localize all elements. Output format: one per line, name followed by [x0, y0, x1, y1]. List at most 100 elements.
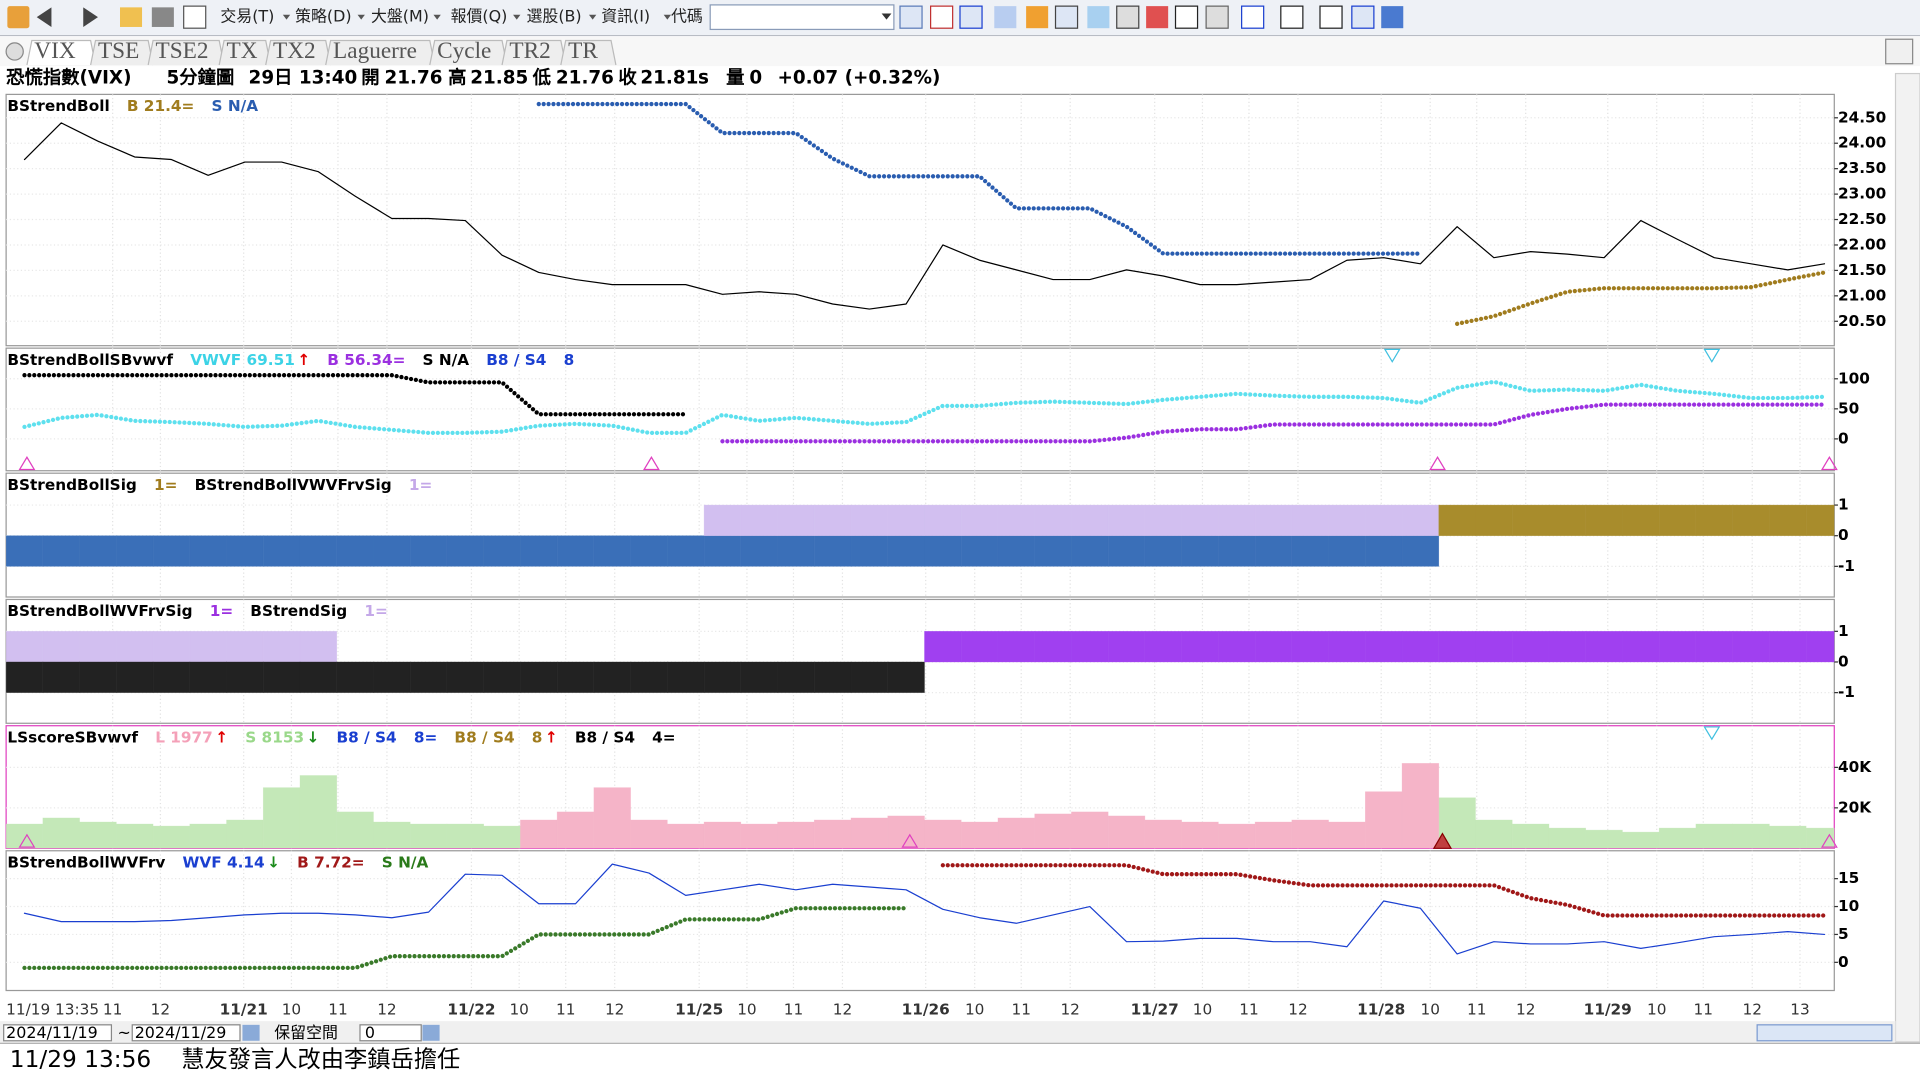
bar — [152, 535, 191, 567]
bar — [1181, 535, 1219, 567]
legend-item: S N/A — [382, 854, 429, 872]
tab[interactable]: TX — [227, 38, 258, 64]
bar — [740, 823, 778, 849]
tab[interactable]: Cycle — [437, 38, 491, 64]
legend-item: L 1977 — [155, 728, 213, 746]
bar — [1181, 631, 1219, 663]
bar — [960, 631, 999, 663]
legend-item: S N/A — [211, 97, 258, 115]
bar — [373, 661, 411, 693]
menu-item[interactable]: 選股(B) — [527, 7, 582, 26]
right-scrollbar[interactable] — [1894, 72, 1920, 1043]
icon-back[interactable] — [36, 7, 52, 27]
y-tick-label: 24.50 — [1838, 108, 1886, 126]
bar — [1658, 631, 1697, 663]
bar — [1622, 504, 1660, 537]
go-button[interactable] — [242, 1024, 260, 1041]
legend-item: B 7.72= — [297, 854, 365, 872]
tab-menu-button[interactable] — [5, 42, 24, 61]
chart-controls[interactable] — [1756, 1024, 1893, 1042]
icon-print[interactable] — [151, 7, 174, 27]
bar — [630, 535, 668, 567]
tab[interactable]: VIX — [34, 38, 76, 64]
icon-tool[interactable] — [899, 5, 923, 29]
bar — [336, 811, 374, 849]
line — [23, 863, 1826, 955]
y-tick-label: 50 — [1838, 399, 1859, 417]
icon-tool[interactable] — [1087, 6, 1110, 29]
bar — [1695, 631, 1733, 663]
y-tick-label: 1 — [1838, 496, 1849, 514]
icon-tool[interactable] — [1381, 6, 1404, 29]
menu-item[interactable]: 交易(T) — [220, 7, 274, 26]
icon-expand[interactable] — [183, 5, 207, 29]
quote-close-flag: s — [698, 67, 709, 88]
bar — [1365, 504, 1403, 537]
tab[interactable]: TR — [568, 38, 598, 64]
bar — [79, 821, 117, 849]
menu-arrow — [513, 14, 521, 20]
bar — [1144, 631, 1182, 663]
x-tick-label: 11 — [784, 1001, 803, 1019]
x-tick-label: 13 — [1790, 1001, 1809, 1019]
tab[interactable]: TSE — [98, 38, 139, 64]
icon-home[interactable] — [7, 6, 30, 29]
bar — [1622, 831, 1660, 849]
bar — [1291, 631, 1329, 663]
icon-tool[interactable] — [1174, 5, 1199, 29]
icon-open[interactable] — [120, 7, 143, 27]
bar — [446, 661, 484, 693]
line — [23, 122, 1826, 310]
bar — [887, 661, 925, 693]
date-to-box[interactable] — [131, 1024, 241, 1042]
icon-tool[interactable] — [1146, 6, 1169, 29]
bar — [1071, 535, 1109, 567]
icon-tool[interactable] — [1351, 5, 1375, 29]
bar — [189, 631, 227, 663]
icon-tool[interactable] — [1319, 5, 1343, 29]
bar — [1695, 504, 1733, 537]
tab[interactable]: Laguerre — [333, 38, 417, 64]
symbol-input[interactable] — [709, 4, 895, 31]
icon-tool[interactable] — [930, 5, 954, 29]
bar — [997, 535, 1035, 567]
bar — [299, 661, 338, 693]
legend-item: 1= — [409, 476, 432, 494]
bar — [1034, 813, 1072, 849]
icon-tool[interactable] — [959, 5, 983, 29]
go-button[interactable] — [422, 1024, 440, 1041]
icon-tool[interactable] — [1054, 5, 1079, 29]
zoom-button[interactable] — [1885, 38, 1914, 65]
date-from-box[interactable] — [3, 1024, 113, 1042]
icon-pointer[interactable] — [994, 6, 1017, 29]
icon-tool[interactable] — [1241, 5, 1265, 29]
y-tick-label: 23.00 — [1838, 185, 1886, 203]
icon-forward[interactable] — [83, 7, 98, 27]
menu-item[interactable]: 代碼 — [671, 7, 703, 26]
bar — [850, 817, 889, 849]
icon-dollar[interactable] — [1026, 6, 1049, 29]
quote-open-label: 開 — [361, 67, 379, 88]
bar — [556, 811, 595, 849]
icon-tool[interactable] — [1280, 5, 1304, 29]
reserve-box[interactable] — [359, 1024, 422, 1042]
menu-item[interactable]: 策略(D) — [295, 7, 351, 26]
legend-item: 8 — [532, 728, 543, 746]
bar — [1291, 504, 1329, 537]
bar — [630, 819, 668, 849]
menu-item[interactable]: 大盤(M) — [371, 7, 429, 26]
icon-tool[interactable] — [1116, 5, 1140, 29]
bar — [42, 661, 80, 693]
tab[interactable]: TSE2 — [156, 38, 209, 64]
bar — [1071, 504, 1109, 537]
bar — [42, 535, 80, 567]
tab[interactable]: TX2 — [273, 38, 316, 64]
tab[interactable]: TR2 — [509, 38, 550, 64]
menu-item[interactable]: 資訊(I) — [601, 7, 650, 26]
signal-triangle — [1429, 456, 1446, 471]
menu-item[interactable]: 報價(Q) — [451, 7, 508, 26]
bar — [1548, 631, 1587, 663]
icon-tool[interactable] — [1205, 5, 1229, 29]
bar — [116, 661, 154, 693]
y-tick-label: 10 — [1838, 897, 1859, 915]
